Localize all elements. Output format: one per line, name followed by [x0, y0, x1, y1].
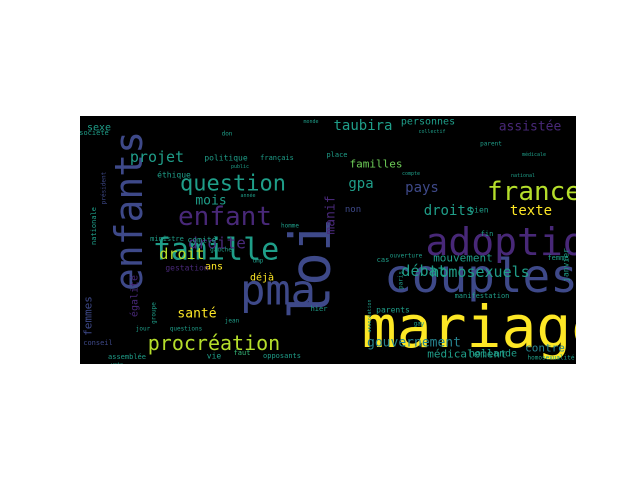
- word-62: janvier: [562, 248, 571, 282]
- word-23: manif: [324, 195, 339, 234]
- word-39: éthique: [157, 170, 191, 180]
- word-31: contre: [525, 342, 565, 355]
- word-28: mouvement: [433, 252, 493, 265]
- word-58: cas: [377, 256, 390, 264]
- word-33: ans: [205, 262, 223, 273]
- word-21: pays: [405, 180, 439, 196]
- word-27: femmes: [82, 296, 95, 336]
- word-30: personnes: [401, 117, 455, 128]
- word-24: mois: [195, 194, 226, 209]
- word-29: familles: [350, 158, 403, 171]
- word-8: france: [487, 177, 576, 207]
- word-11: droite: [188, 234, 246, 253]
- word-25: santé: [177, 307, 216, 322]
- word-16: projet: [130, 148, 184, 166]
- word-45: assemblée: [108, 353, 146, 361]
- word-37: non: [345, 205, 361, 215]
- word-79: national: [511, 173, 535, 179]
- word-53: société: [80, 129, 109, 137]
- word-35: sexe: [87, 123, 111, 134]
- word-14: gouvernement: [367, 336, 461, 351]
- word-2: loi: [279, 218, 344, 319]
- word-5: enfants: [107, 131, 151, 291]
- word-60: parents: [376, 306, 410, 315]
- word-49: opposants: [263, 352, 301, 360]
- word-51: jour: [136, 326, 151, 333]
- word-67: homosexualité: [528, 355, 575, 362]
- word-77: parent: [480, 141, 502, 148]
- word-22: gpa: [348, 176, 373, 192]
- word-47: vie: [207, 352, 222, 361]
- word-43: ministre: [150, 235, 184, 243]
- word-52: gestation: [165, 264, 209, 273]
- word-76: collectif: [418, 129, 445, 135]
- word-64: fin: [481, 230, 494, 238]
- word-1: couples: [384, 249, 576, 303]
- word-36: égalité: [129, 275, 141, 317]
- word-26: médicalement: [427, 348, 506, 361]
- word-0: mariage: [362, 293, 576, 361]
- word-42: gauche: [210, 247, 232, 254]
- word-34: déjà: [250, 272, 274, 284]
- word-72: groupe: [151, 302, 158, 324]
- word-80: public: [231, 164, 249, 170]
- word-71: jean: [225, 318, 240, 325]
- word-3: adoption: [425, 220, 576, 264]
- word-20: droits: [424, 203, 475, 219]
- word-73: association: [367, 299, 373, 332]
- word-81: compte: [402, 171, 420, 177]
- word-19: texte: [510, 203, 552, 219]
- word-70: monde: [303, 119, 318, 125]
- word-65: bien: [469, 206, 488, 215]
- word-48: faut: [234, 349, 251, 357]
- word-44: nationale: [90, 207, 98, 245]
- word-4: pma: [240, 266, 316, 315]
- word-18: assistée: [499, 120, 562, 135]
- word-cloud: mariagecouplesloiadoptionpmaenfantsfamil…: [80, 116, 576, 364]
- word-75: don: [222, 131, 233, 138]
- word-56: ump: [253, 258, 264, 265]
- word-57: hier: [311, 305, 328, 313]
- word-82: vote: [111, 362, 123, 364]
- word-7: enfant: [178, 202, 272, 232]
- word-32: hollande: [469, 349, 517, 360]
- word-50: questions: [170, 326, 203, 333]
- word-17: taubira: [333, 118, 392, 134]
- word-55: homme: [281, 223, 299, 230]
- word-74: année: [240, 192, 255, 199]
- word-78: médicale: [522, 151, 546, 158]
- word-69: place: [326, 151, 347, 159]
- word-40: français: [260, 154, 294, 162]
- word-cloud-canvas: mariagecouplesloiadoptionpmaenfantsfamil…: [80, 117, 576, 365]
- word-46: conseil: [83, 339, 113, 347]
- word-41: comité: [188, 235, 217, 245]
- word-61: manifestation: [455, 292, 510, 300]
- word-38: politique: [204, 154, 248, 163]
- word-66: gay: [414, 321, 425, 328]
- word-10: procréation: [148, 331, 280, 355]
- word-59: ouverture: [390, 253, 423, 260]
- word-68: paris: [398, 271, 405, 289]
- word-54: président: [101, 171, 108, 204]
- word-6: famille: [153, 233, 279, 268]
- word-15: droit: [159, 245, 204, 263]
- word-13: débat: [401, 262, 446, 280]
- word-12: homosexuels: [430, 263, 529, 281]
- word-9: question: [180, 172, 286, 197]
- word-63: femme: [547, 254, 568, 262]
